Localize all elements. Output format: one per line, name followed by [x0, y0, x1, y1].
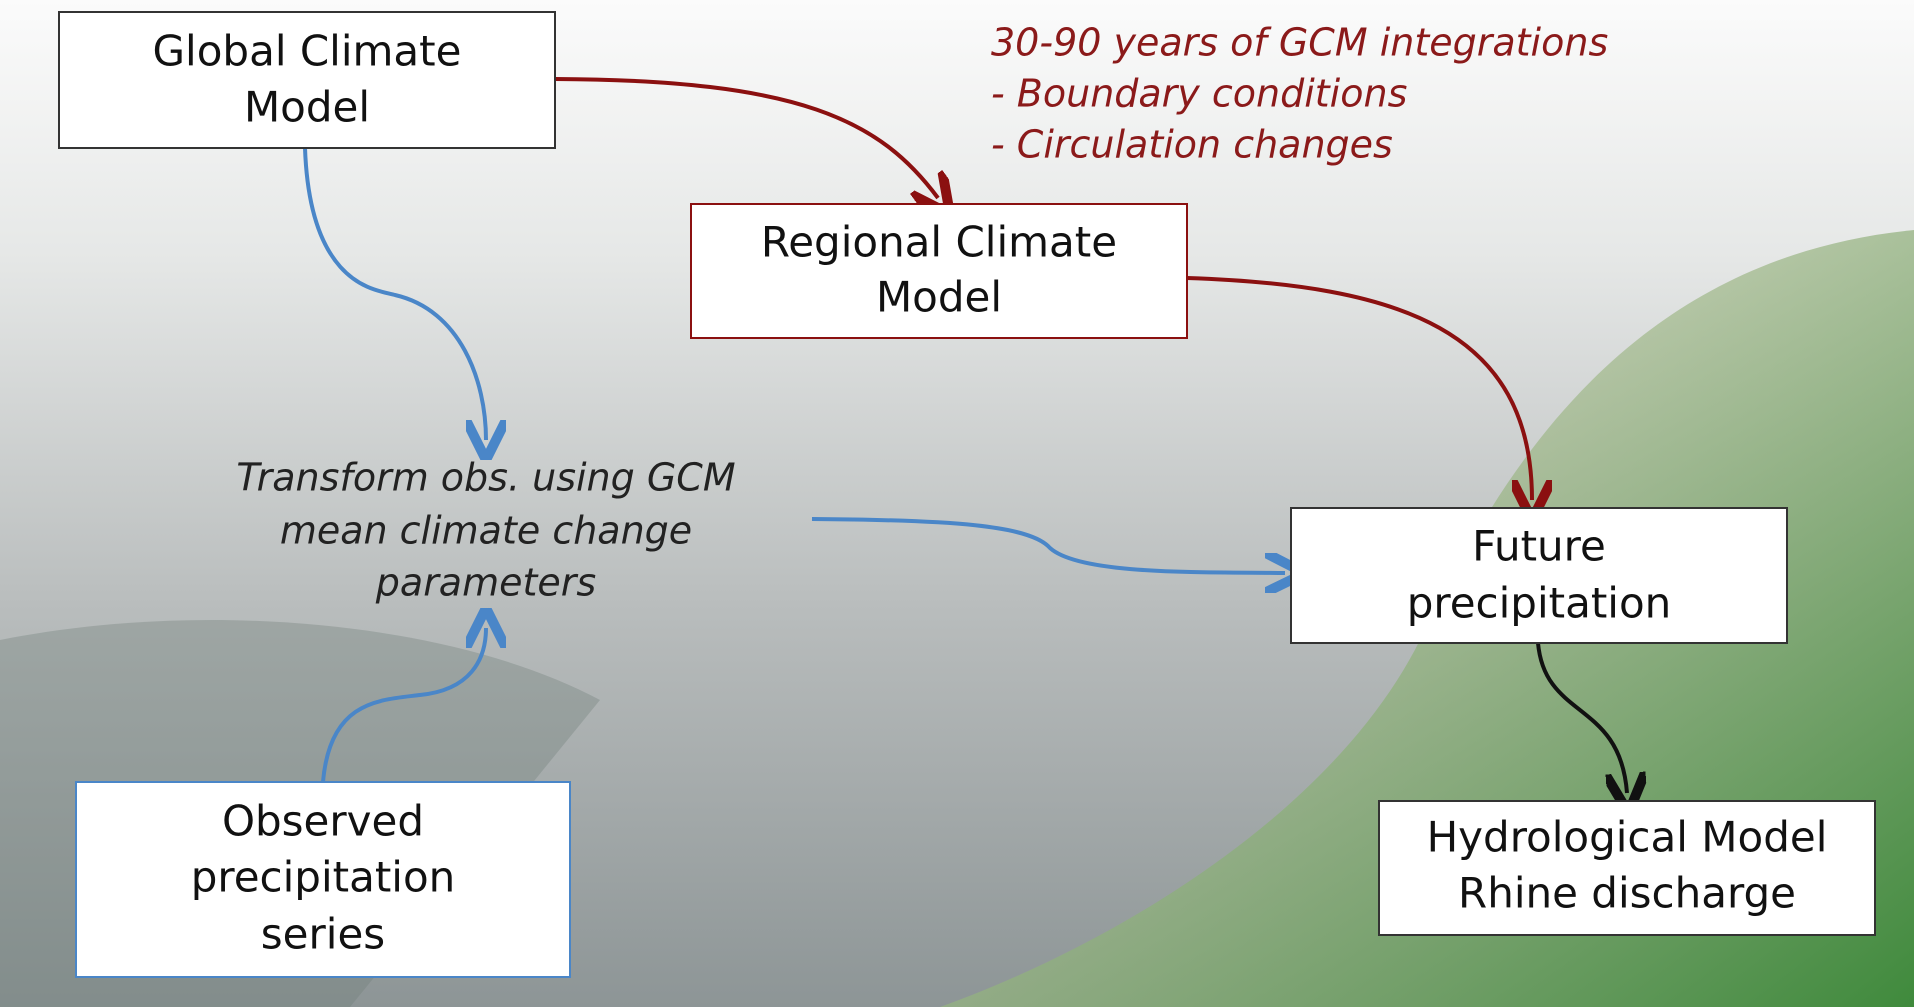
node-label: Hydrological Model: [1427, 813, 1828, 862]
annotation: - Boundary conditions: [991, 72, 1407, 116]
node-label: Regional Climate: [761, 218, 1117, 267]
node-label: Observed: [222, 797, 424, 846]
node-label: precipitation: [191, 853, 456, 902]
node-label: Model: [244, 83, 370, 132]
annotation: Transform obs. using GCM: [236, 456, 735, 500]
annotation: parameters: [375, 561, 596, 605]
annotation: mean climate change: [280, 509, 692, 553]
node-label: Future: [1472, 522, 1606, 571]
diagram: Global Climate Model Regional Climate Mo…: [0, 0, 1914, 1007]
node-label: Global Climate: [153, 27, 462, 76]
annotation: - Circulation changes: [991, 123, 1393, 167]
node-label: Model: [876, 273, 1002, 322]
node-label: series: [261, 910, 385, 959]
annotation: 30-90 years of GCM integrations: [991, 21, 1608, 65]
node-label: precipitation: [1407, 579, 1672, 628]
page: Global Climate Model Regional Climate Mo…: [0, 0, 1914, 1007]
node-label: Rhine discharge: [1458, 869, 1796, 918]
